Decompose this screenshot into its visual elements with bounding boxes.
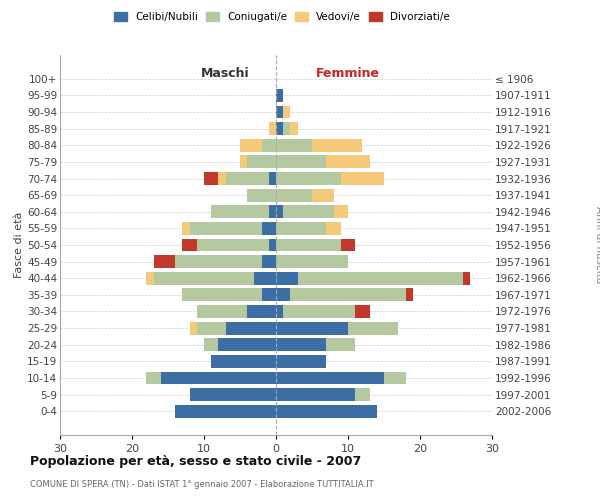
Bar (276, 338, 326, 351)
Bar (312, 188, 334, 202)
Bar (182, 288, 262, 302)
Bar (254, 272, 276, 284)
Bar (276, 222, 326, 235)
Bar (218, 338, 276, 351)
Bar (283, 206, 334, 218)
Bar (197, 305, 247, 318)
Text: Maschi: Maschi (201, 67, 250, 80)
Bar (269, 206, 276, 218)
Bar (355, 305, 370, 318)
Bar (406, 288, 413, 302)
Bar (276, 322, 348, 334)
Bar (226, 172, 269, 185)
Y-axis label: Fasce di età: Fasce di età (14, 212, 24, 278)
Bar (290, 288, 406, 302)
Bar (276, 122, 283, 135)
Bar (341, 238, 355, 252)
Bar (190, 222, 262, 235)
Bar (334, 206, 348, 218)
Bar (290, 122, 298, 135)
Bar (146, 372, 161, 384)
Bar (276, 255, 348, 268)
Bar (463, 272, 470, 284)
Bar (341, 172, 384, 185)
Bar (276, 288, 290, 302)
Bar (211, 355, 276, 368)
Bar (262, 288, 276, 302)
Text: COMUNE DI SPERA (TN) - Dati ISTAT 1° gennaio 2007 - Elaborazione TUTTITALIA.IT: COMUNE DI SPERA (TN) - Dati ISTAT 1° gen… (30, 480, 374, 489)
Bar (384, 372, 406, 384)
Bar (276, 106, 283, 118)
Bar (182, 222, 190, 235)
Bar (276, 355, 326, 368)
Bar (298, 272, 463, 284)
Bar (146, 272, 154, 284)
Bar (211, 206, 269, 218)
Bar (283, 106, 290, 118)
Bar (355, 388, 370, 401)
Bar (276, 238, 341, 252)
Bar (247, 305, 276, 318)
Bar (262, 255, 276, 268)
Bar (276, 372, 384, 384)
Bar (175, 405, 276, 417)
Bar (276, 305, 283, 318)
Bar (269, 122, 276, 135)
Bar (240, 156, 247, 168)
Bar (276, 272, 298, 284)
Bar (262, 222, 276, 235)
Bar (262, 139, 276, 151)
Bar (190, 388, 276, 401)
Bar (283, 305, 355, 318)
Y-axis label: Anni di nascita: Anni di nascita (595, 206, 600, 284)
Bar (197, 322, 226, 334)
Bar (175, 255, 262, 268)
Bar (154, 272, 254, 284)
Bar (276, 405, 377, 417)
Bar (197, 238, 269, 252)
Text: Femmine: Femmine (316, 67, 380, 80)
Bar (218, 172, 226, 185)
Bar (276, 156, 326, 168)
Bar (247, 156, 276, 168)
Bar (276, 388, 355, 401)
Bar (226, 322, 276, 334)
Bar (276, 206, 283, 218)
Bar (283, 122, 290, 135)
Bar (190, 322, 197, 334)
Bar (276, 89, 283, 102)
Bar (348, 322, 398, 334)
Text: Popolazione per età, sesso e stato civile - 2007: Popolazione per età, sesso e stato civil… (30, 455, 361, 468)
Bar (240, 139, 262, 151)
Bar (326, 222, 341, 235)
Bar (204, 172, 218, 185)
Legend: Celibi/Nubili, Coniugati/e, Vedovi/e, Divorziati/e: Celibi/Nubili, Coniugati/e, Vedovi/e, Di… (110, 8, 454, 26)
Bar (276, 139, 312, 151)
Bar (276, 172, 341, 185)
Bar (276, 188, 312, 202)
Bar (269, 172, 276, 185)
Bar (312, 139, 362, 151)
Bar (326, 338, 355, 351)
Bar (326, 156, 370, 168)
Bar (269, 238, 276, 252)
Bar (182, 238, 197, 252)
Bar (204, 338, 218, 351)
Bar (154, 255, 175, 268)
Bar (161, 372, 276, 384)
Bar (247, 188, 276, 202)
